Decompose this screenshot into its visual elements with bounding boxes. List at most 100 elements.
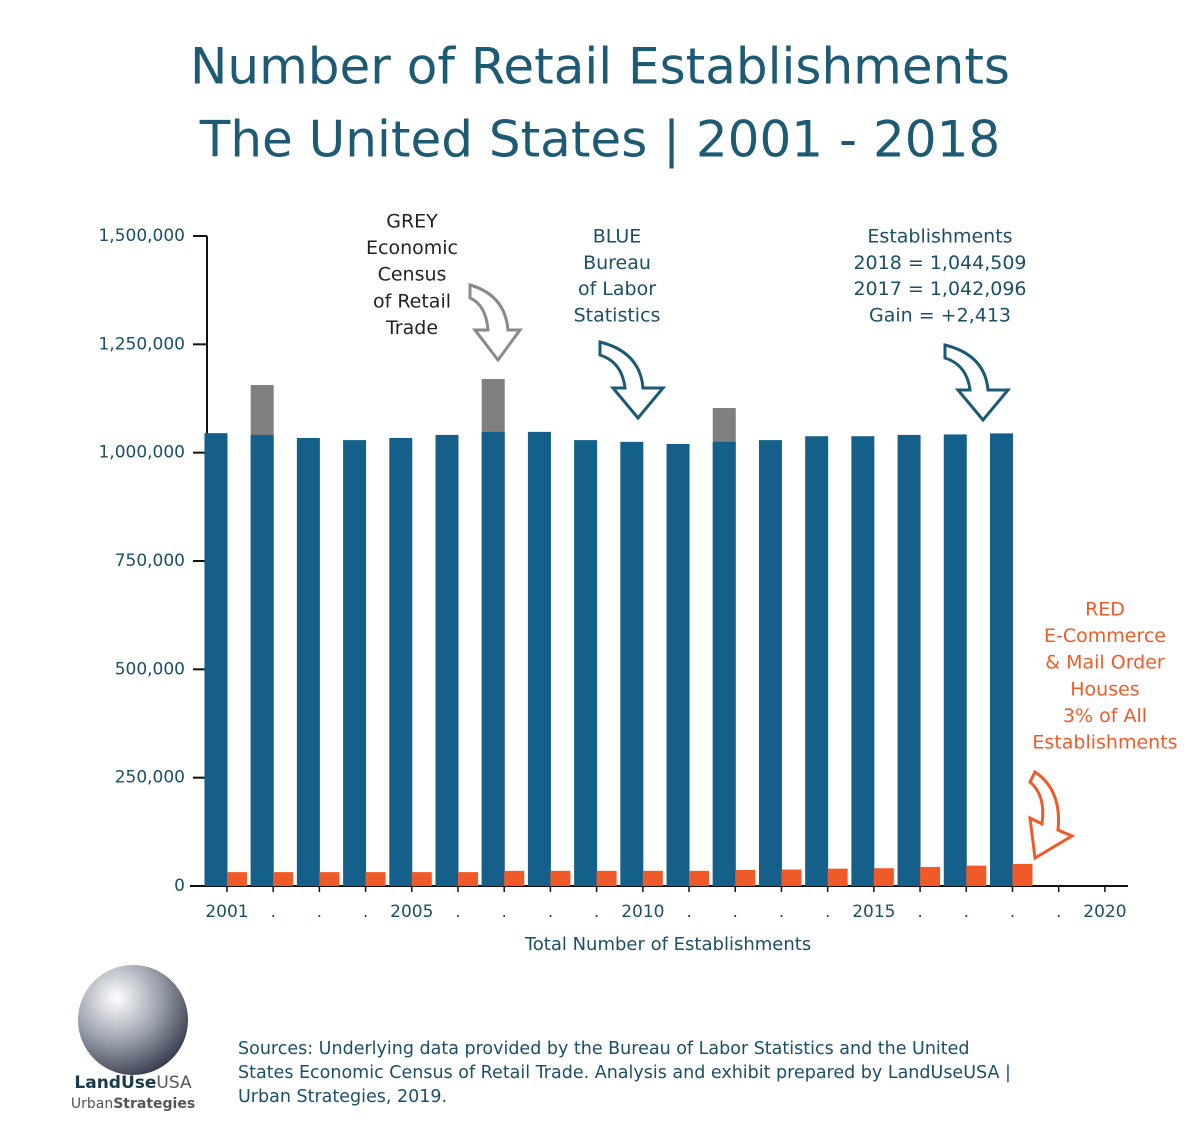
bar: [458, 872, 478, 886]
logo-part: Strategies: [113, 1096, 195, 1112]
x-axis-label: Total Number of Establishments: [524, 934, 811, 955]
annotation: 2018 = 1,044,509: [853, 252, 1026, 274]
annotation: GREY: [386, 211, 438, 233]
x-tick-label: .: [825, 902, 830, 922]
grey-arrow: [468, 283, 523, 363]
sources: Sources: Underlying data provided by the…: [238, 1039, 1011, 1107]
bar: [1012, 863, 1033, 886]
annotation: Census: [378, 264, 447, 286]
bar: [897, 434, 921, 886]
bar: [226, 872, 247, 886]
x-tick-label: .: [1056, 902, 1061, 922]
logo-text: LandUseUSA: [74, 1073, 192, 1093]
annotation: E-Commerce: [1044, 625, 1166, 647]
logo-part: LandUse: [74, 1073, 156, 1093]
logo-text: UrbanStrategies: [71, 1096, 195, 1112]
bar: [805, 436, 829, 886]
x-tick-label: .: [594, 902, 599, 922]
annotation: Trade: [385, 317, 438, 339]
y-tick-label: 0: [174, 876, 185, 896]
y-tick-label: 1,500,000: [98, 226, 185, 246]
annotation: of Labor: [578, 278, 656, 300]
arrows: [468, 283, 1076, 861]
bar: [574, 440, 598, 886]
bar: [620, 441, 644, 886]
bar: [689, 870, 710, 886]
annotation: RED: [1085, 599, 1125, 621]
source-line: Urban Strategies, 2019.: [238, 1087, 447, 1107]
annotation: Bureau: [583, 252, 651, 274]
x-tick-label: .: [686, 902, 691, 922]
bar: [989, 433, 1013, 886]
bar: [666, 444, 690, 886]
x-tick-label: 2010: [621, 902, 664, 922]
bar: [527, 431, 551, 886]
x-tick-label: .: [363, 902, 368, 922]
x-tick-label: 2001: [205, 902, 248, 922]
bar: [435, 434, 459, 886]
bar: [642, 870, 663, 886]
x-tick-label: .: [917, 902, 922, 922]
logo-part: Urban: [71, 1096, 113, 1112]
y-tick-label: 1,250,000: [98, 334, 185, 354]
bar: [596, 870, 617, 886]
chart-title: Number of Retail Establishments: [190, 38, 1010, 96]
chart-title: The United States | 2001 - 2018: [199, 111, 1000, 169]
bar: [319, 872, 340, 886]
x-tick-label: .: [502, 902, 507, 922]
x-tick-label: 2015: [852, 902, 895, 922]
bar: [712, 441, 736, 886]
source-line: States Economic Census of Retail Trade. …: [238, 1063, 1011, 1083]
annotation: Statistics: [574, 304, 661, 326]
bar: [735, 869, 756, 886]
annotation: of Retail: [373, 290, 451, 312]
annotation: Gain = +2,413: [869, 304, 1011, 326]
logo-part: USA: [156, 1073, 192, 1093]
bar: [343, 440, 367, 886]
x-tick-label: .: [317, 902, 322, 922]
x-tick-label: .: [548, 902, 553, 922]
bar: [943, 434, 967, 886]
y-tick-label: 500,000: [115, 659, 185, 679]
bar: [296, 437, 320, 886]
bar: [758, 440, 782, 886]
x-tick-label: .: [964, 902, 969, 922]
y-tick-label: 1,000,000: [98, 443, 185, 463]
bar: [873, 868, 894, 886]
bar: [365, 872, 386, 886]
annotation: Establishments: [867, 226, 1012, 248]
annotation: Economic: [366, 237, 458, 259]
est-arrow: [943, 343, 1012, 423]
bar: [920, 866, 941, 886]
bar: [411, 872, 432, 886]
x-tick-label: .: [1010, 902, 1015, 922]
x-tick-label: .: [779, 902, 784, 922]
x-tick-label: .: [733, 902, 738, 922]
logo-globe: [78, 965, 188, 1075]
bar: [273, 872, 294, 886]
bar: [851, 436, 875, 886]
bar: [481, 431, 505, 886]
annotation: Establishments: [1032, 732, 1177, 754]
bar: [250, 434, 274, 886]
annotation: & Mail Order: [1045, 652, 1165, 674]
annotation: Houses: [1070, 678, 1139, 700]
x-tick-label: .: [270, 902, 275, 922]
bar: [781, 869, 802, 886]
bar: [504, 870, 525, 886]
bar: [204, 433, 228, 886]
bar: [827, 868, 848, 886]
x-tick-label: 2005: [390, 902, 433, 922]
annotation: 2017 = 1,042,096: [853, 278, 1026, 300]
blue-arrow: [598, 340, 667, 421]
x-tick-label: .: [455, 902, 460, 922]
red-arrow: [1028, 769, 1076, 861]
bar: [966, 865, 987, 886]
x-tick-label: 2020: [1083, 902, 1126, 922]
bar: [389, 437, 413, 886]
y-tick-label: 750,000: [115, 551, 185, 571]
source-line: Sources: Underlying data provided by the…: [238, 1039, 970, 1059]
bar: [550, 870, 571, 886]
annotation: BLUE: [593, 226, 642, 248]
